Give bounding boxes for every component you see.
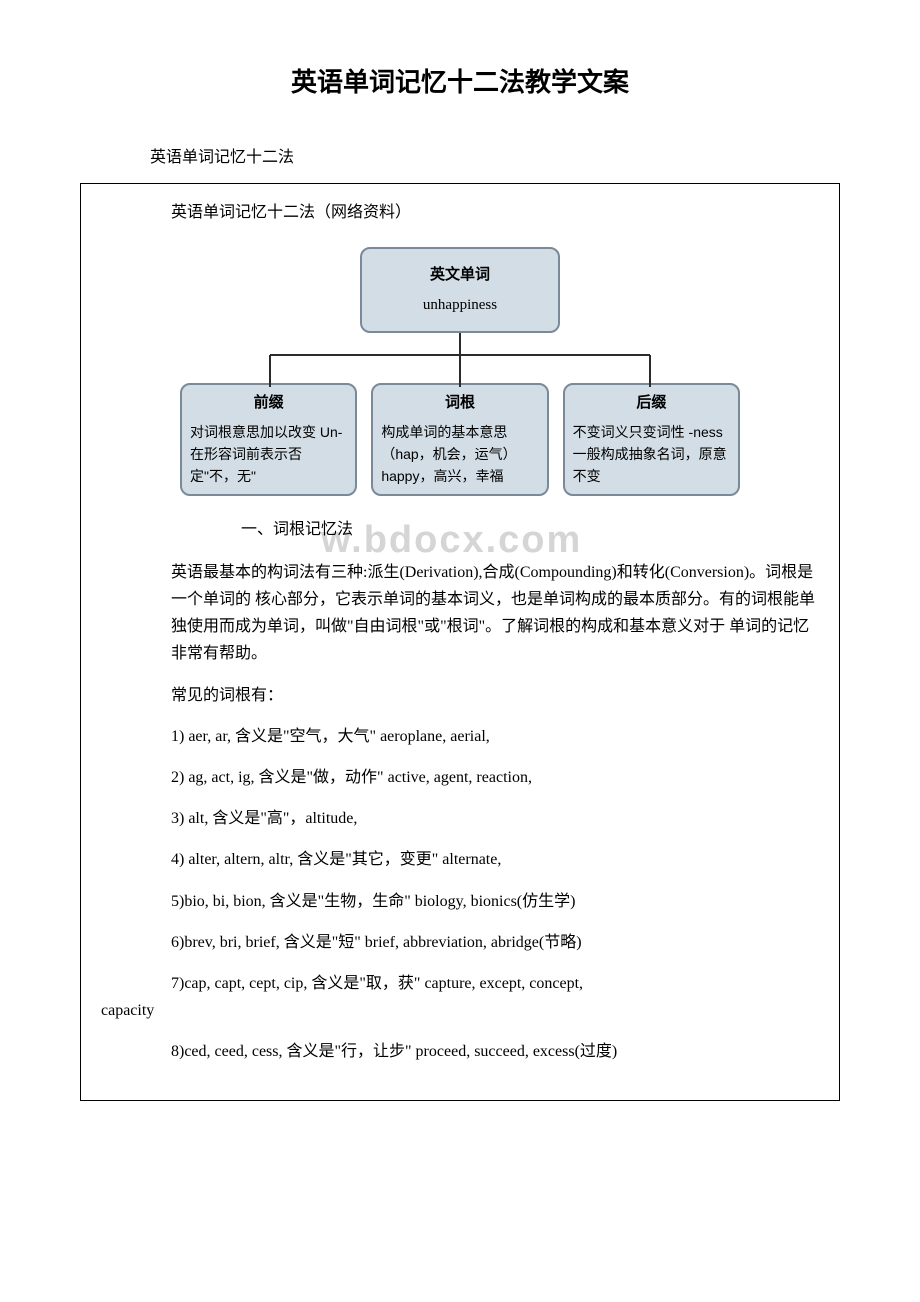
diagram-node-root: 词根 构成单词的基本意思（hap，机会，运气）happy，高兴，幸福 [371, 383, 548, 496]
intro-line-outside: 英语单词记忆十二法 [80, 144, 840, 171]
section1-label: 一、词根记忆法 [101, 516, 819, 543]
diagram-node-prefix-body: 对词根意思加以改变 Un-在形容词前表示否定"不，无" [190, 421, 347, 488]
root-item: 3) alt, 含义是"高"，altitude, [101, 805, 819, 832]
section1-paragraph: 英语最基本的构词法有三种:派生(Derivation),合成(Compoundi… [101, 559, 819, 668]
root-item: 1) aer, ar, 含义是"空气，大气" aeroplane, aerial… [101, 723, 819, 750]
page-title: 英语单词记忆十二法教学文案 [80, 60, 840, 104]
roots-list-intro: 常见的词根有： [101, 682, 819, 709]
diagram-node-suffix-body: 不变词义只变词性 -ness 一般构成抽象名词，原意不变 [573, 421, 730, 488]
root-item-7-line2: capacity [101, 1002, 154, 1019]
root-item: 6)brev, bri, brief, 含义是"短" brief, abbrev… [101, 929, 819, 956]
diagram-node-prefix-title: 前缀 [190, 391, 347, 415]
diagram-connectors [180, 333, 740, 387]
diagram-node-suffix-title: 后缀 [573, 391, 730, 415]
root-item: 4) alter, altern, altr, 含义是"其它，变更" alter… [101, 846, 819, 873]
root-item-7-line1: 7)cap, capt, cept, cip, 含义是"取，获" capture… [101, 970, 583, 997]
intro-line-inside: 英语单词记忆十二法（网络资料） [101, 199, 819, 226]
root-item: 7)cap, capt, cept, cip, 含义是"取，获" capture… [101, 970, 819, 1024]
document-frame: 英语单词记忆十二法（网络资料） 英文单词 unhappiness 前缀 对词根意… [80, 183, 840, 1100]
root-item: 2) ag, act, ig, 含义是"做，动作" active, agent,… [101, 764, 819, 791]
word-structure-diagram: 英文单词 unhappiness 前缀 对词根意思加以改变 Un-在形容词前表示… [180, 247, 740, 496]
diagram-node-root-body: 构成单词的基本意思（hap，机会，运气）happy，高兴，幸福 [381, 421, 538, 488]
diagram-top-title: 英文单词 [368, 263, 552, 287]
diagram-node-root-title: 词根 [381, 391, 538, 415]
diagram-children-row: 前缀 对词根意思加以改变 Un-在形容词前表示否定"不，无" 词根 构成单词的基… [180, 383, 740, 496]
root-item: 8)ced, ceed, cess, 含义是"行，让步" proceed, su… [101, 1038, 819, 1065]
section1-heading-row: w.bdocx.com 一、词根记忆法 [101, 516, 819, 543]
diagram-node-suffix: 后缀 不变词义只变词性 -ness 一般构成抽象名词，原意不变 [563, 383, 740, 496]
diagram-node-prefix: 前缀 对词根意思加以改变 Un-在形容词前表示否定"不，无" [180, 383, 357, 496]
root-item: 5)bio, bi, bion, 含义是"生物，生命" biology, bio… [101, 888, 819, 915]
diagram-top-node: 英文单词 unhappiness [360, 247, 560, 333]
diagram-top-sub: unhappiness [368, 293, 552, 317]
